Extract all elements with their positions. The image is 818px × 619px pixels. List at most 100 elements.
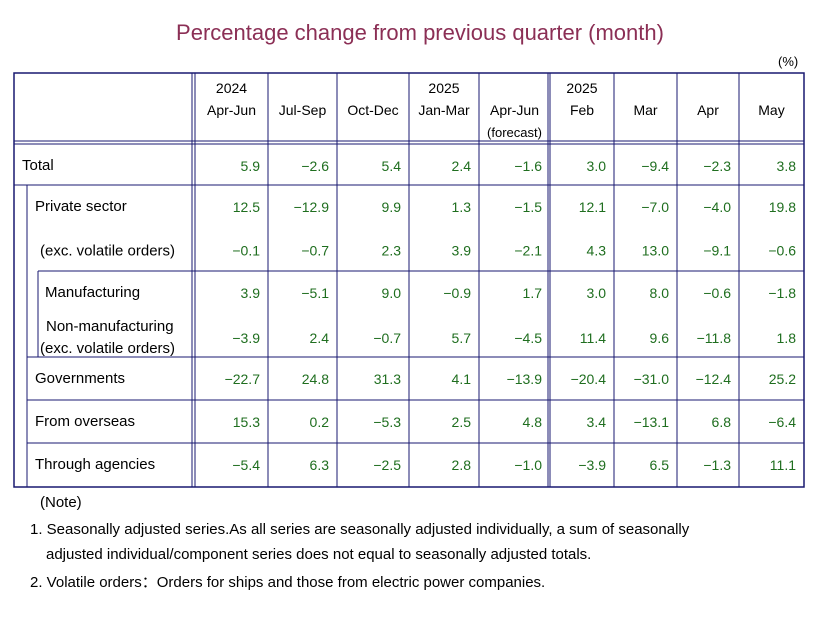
cell-value: 4.8 bbox=[523, 414, 543, 430]
cell-value: −1.8 bbox=[768, 285, 796, 301]
row-label: Non-manufacturing bbox=[46, 318, 174, 335]
cell-value: −1.3 bbox=[703, 457, 731, 473]
cell-value: 2.4 bbox=[310, 330, 330, 346]
cell-value: −20.4 bbox=[571, 371, 607, 387]
cell-value: −2.1 bbox=[514, 243, 542, 259]
unit-label: (%) bbox=[778, 54, 799, 69]
cell-value: 3.8 bbox=[777, 158, 797, 174]
note-heading: (Note) bbox=[40, 494, 82, 511]
cell-value: −3.9 bbox=[232, 330, 260, 346]
column-header: Apr-Jun bbox=[207, 102, 256, 118]
column-header: Jul-Sep bbox=[279, 102, 327, 118]
cell-value: −0.9 bbox=[443, 285, 471, 301]
column-header: Jan-Mar bbox=[418, 102, 470, 118]
column-header: Apr bbox=[697, 102, 719, 118]
cell-value: 3.0 bbox=[587, 285, 607, 301]
cell-value: −0.7 bbox=[301, 243, 329, 259]
note-line-1: 1. Seasonally adjusted series.As all ser… bbox=[30, 521, 690, 538]
cell-value: −0.1 bbox=[232, 243, 260, 259]
cell-value: 3.9 bbox=[452, 243, 472, 259]
cell-value: 12.5 bbox=[233, 199, 260, 215]
cell-value: 13.0 bbox=[642, 243, 669, 259]
cell-value: −1.5 bbox=[514, 199, 542, 215]
cell-value: 11.4 bbox=[580, 330, 606, 346]
note-line-3: 2. Volatile orders：Orders for ships and … bbox=[30, 574, 546, 591]
column-header: Mar bbox=[633, 102, 657, 118]
row-label: (exc. volatile orders) bbox=[40, 243, 175, 260]
cell-value: 9.0 bbox=[382, 285, 402, 301]
note-line-2: adjusted individual/component series doe… bbox=[46, 546, 592, 563]
cell-value: 8.0 bbox=[650, 285, 670, 301]
cell-value: −12.4 bbox=[696, 371, 732, 387]
cell-value: 25.2 bbox=[769, 371, 796, 387]
cell-value: 11.1 bbox=[770, 457, 796, 473]
cell-value: 6.5 bbox=[650, 457, 670, 473]
cell-value: −5.1 bbox=[301, 285, 329, 301]
cell-value: −9.1 bbox=[703, 243, 731, 259]
cell-value: −1.6 bbox=[514, 158, 542, 174]
cell-value: 12.1 bbox=[579, 199, 606, 215]
cell-value: 3.0 bbox=[587, 158, 607, 174]
cell-value: −11.8 bbox=[697, 330, 732, 346]
cell-value: −2.5 bbox=[373, 457, 401, 473]
row-label: Through agencies bbox=[35, 456, 155, 473]
chart-title: Percentage change from previous quarter … bbox=[176, 20, 664, 45]
cell-value: 5.9 bbox=[241, 158, 261, 174]
cell-value: 4.3 bbox=[587, 243, 607, 259]
cell-value: 2.4 bbox=[452, 158, 472, 174]
cell-value: 24.8 bbox=[302, 371, 329, 387]
cell-value: 5.4 bbox=[382, 158, 402, 174]
column-header: Oct-Dec bbox=[347, 102, 398, 118]
cell-value: −6.4 bbox=[768, 414, 796, 430]
cell-value: −7.0 bbox=[641, 199, 669, 215]
cell-value: −0.6 bbox=[768, 243, 796, 259]
cell-value: 9.6 bbox=[650, 330, 670, 346]
row-label: Manufacturing bbox=[45, 284, 140, 301]
cell-value: 1.8 bbox=[777, 330, 797, 346]
row-label: Total bbox=[22, 157, 54, 174]
column-subheader: (forecast) bbox=[487, 125, 542, 140]
cell-value: −2.6 bbox=[301, 158, 329, 174]
cell-value: 0.2 bbox=[310, 414, 330, 430]
column-group-label: 2025 bbox=[428, 80, 459, 96]
cell-value: −9.4 bbox=[641, 158, 669, 174]
cell-value: −31.0 bbox=[634, 371, 670, 387]
cell-value: 5.7 bbox=[452, 330, 472, 346]
cell-value: −1.0 bbox=[514, 457, 542, 473]
cell-value: −13.9 bbox=[507, 371, 543, 387]
row-label: Private sector bbox=[35, 198, 127, 215]
cell-value: −5.3 bbox=[373, 414, 401, 430]
cell-value: 3.4 bbox=[587, 414, 607, 430]
column-header: Feb bbox=[570, 102, 594, 118]
cell-value: 19.8 bbox=[769, 199, 796, 215]
row-label: (exc. volatile orders) bbox=[40, 340, 175, 357]
cell-value: −4.5 bbox=[514, 330, 542, 346]
cell-value: 2.8 bbox=[452, 457, 472, 473]
cell-value: −2.3 bbox=[703, 158, 731, 174]
row-label: From overseas bbox=[35, 413, 135, 430]
cell-value: −22.7 bbox=[225, 371, 261, 387]
column-header: May bbox=[758, 102, 784, 118]
cell-value: 4.1 bbox=[452, 371, 472, 387]
cell-value: −0.6 bbox=[703, 285, 731, 301]
cell-value: −12.9 bbox=[294, 199, 330, 215]
cell-value: −13.1 bbox=[634, 414, 670, 430]
cell-value: −4.0 bbox=[703, 199, 731, 215]
column-header: Apr-Jun bbox=[490, 102, 539, 118]
cell-value: 1.7 bbox=[523, 285, 543, 301]
cell-value: −0.7 bbox=[373, 330, 401, 346]
cell-value: 6.8 bbox=[712, 414, 732, 430]
row-label: Governments bbox=[35, 370, 125, 387]
cell-value: 15.3 bbox=[233, 414, 260, 430]
cell-value: −5.4 bbox=[232, 457, 260, 473]
cell-value: −3.9 bbox=[578, 457, 606, 473]
cell-value: 31.3 bbox=[374, 371, 401, 387]
cell-value: 2.3 bbox=[382, 243, 402, 259]
column-group-label: 2025 bbox=[566, 80, 597, 96]
cell-value: 1.3 bbox=[452, 199, 472, 215]
column-group-label: 2024 bbox=[216, 80, 247, 96]
cell-value: 3.9 bbox=[241, 285, 261, 301]
cell-value: 9.9 bbox=[382, 199, 402, 215]
cell-value: 2.5 bbox=[452, 414, 472, 430]
